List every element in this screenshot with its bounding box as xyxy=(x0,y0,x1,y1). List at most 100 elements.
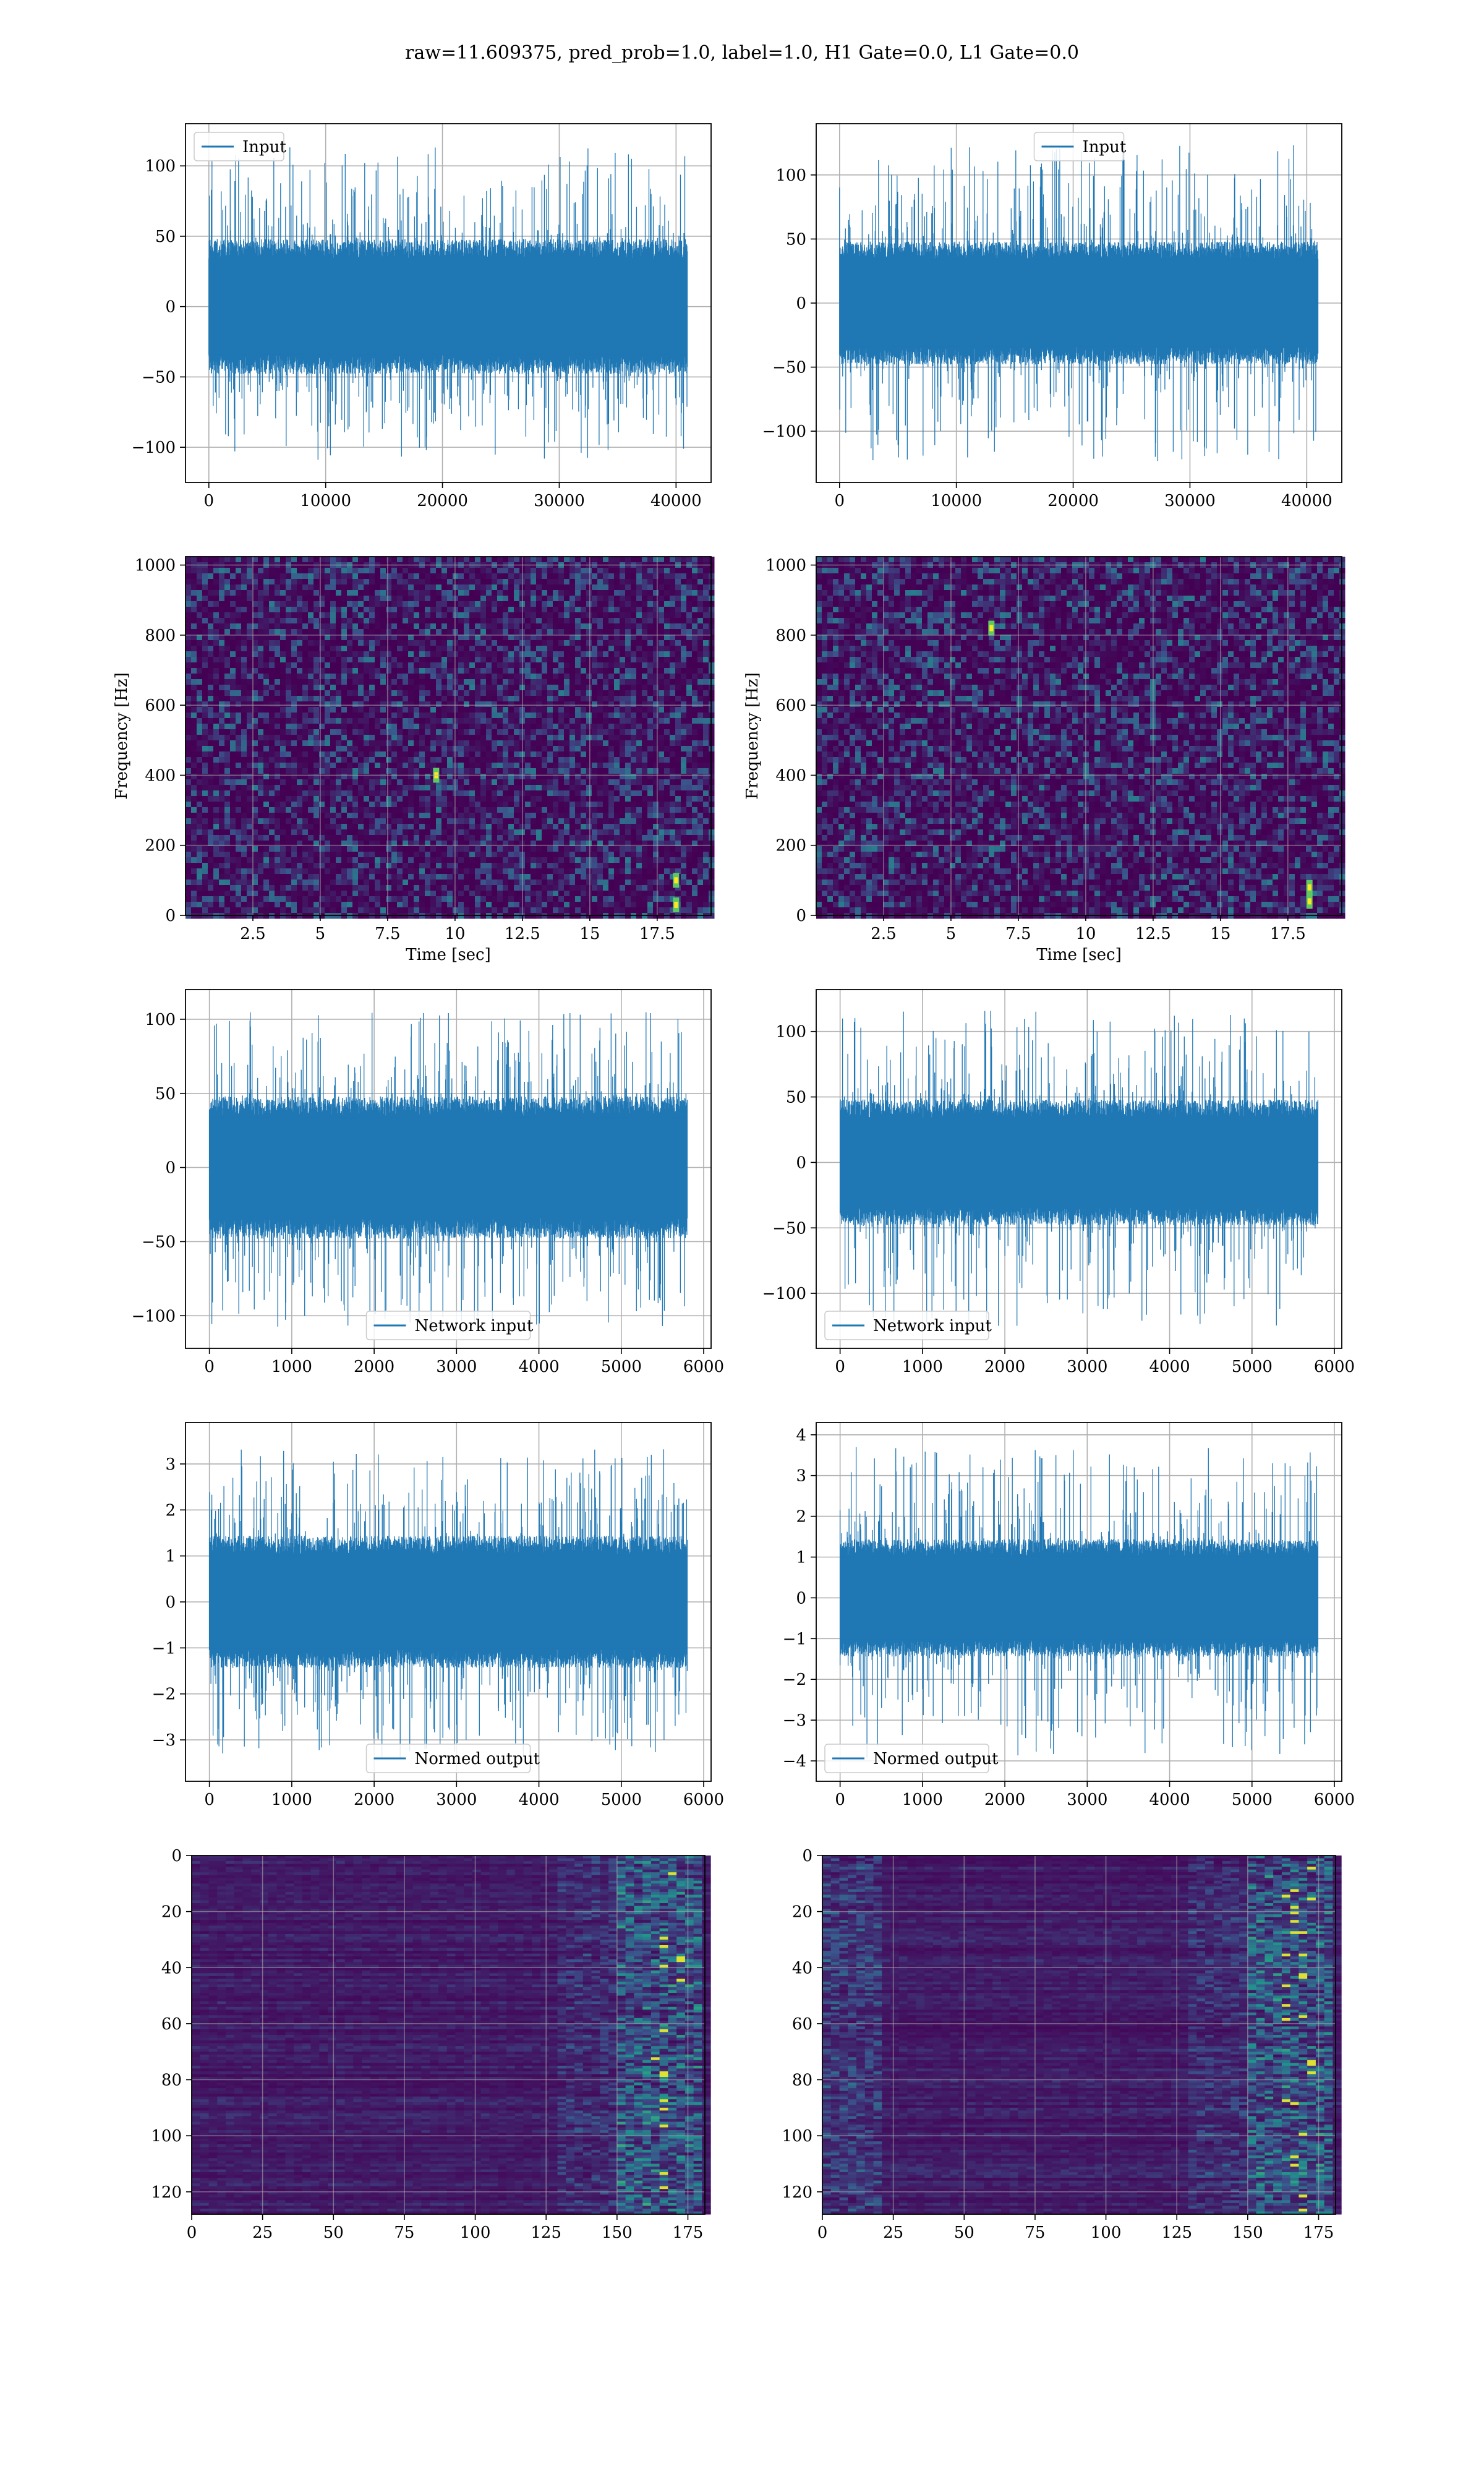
x-tick-label: 1000 xyxy=(902,1791,943,1809)
x-tick-label: 100 xyxy=(1091,2224,1122,2242)
y-tick-label: −100 xyxy=(762,1285,806,1303)
legend-label: Normed output xyxy=(415,1750,540,1768)
x-tick-label: 4000 xyxy=(1149,1358,1190,1376)
x-tick-label: 17.5 xyxy=(639,925,675,943)
x-tick-label: 12.5 xyxy=(505,925,540,943)
y-tick-label: 100 xyxy=(782,2127,812,2146)
x-tick-label: 4000 xyxy=(1149,1791,1190,1809)
x-tick-label: 2000 xyxy=(354,1358,394,1376)
x-tick-label: 1000 xyxy=(271,1358,312,1376)
y-tick-label: 50 xyxy=(786,230,806,249)
axes-r2c1: 2.5 5 7.5 10 12.5 15 17.502004006008001000Time… xyxy=(113,557,715,964)
x-tick-label: 0 xyxy=(204,492,215,510)
y-tick-label: 1 xyxy=(796,1549,806,1567)
x-tick-label: 10000 xyxy=(300,492,351,510)
y-tick-label: −3 xyxy=(783,1711,806,1730)
heatmap-cells-r2c2 xyxy=(816,557,1345,919)
y-axis-label: Frequency [Hz] xyxy=(113,672,131,800)
hot-spot-core xyxy=(1308,884,1311,891)
legend-r1c1: Input xyxy=(194,132,286,161)
x-tick-label: 75 xyxy=(1025,2224,1045,2242)
y-tick-label: 0 xyxy=(802,1847,812,1865)
hot-spot-core xyxy=(1308,898,1311,904)
x-tick-label: 2000 xyxy=(984,1358,1025,1376)
legend-label: Input xyxy=(242,138,286,156)
y-tick-label: −50 xyxy=(772,359,806,377)
x-tick-label: 6000 xyxy=(683,1358,724,1376)
x-tick-label: 40000 xyxy=(1281,492,1333,510)
y-tick-label: −50 xyxy=(772,1219,806,1238)
signal-core xyxy=(210,1117,688,1218)
y-tick-label: 60 xyxy=(161,2015,182,2034)
axes-r4c2: 0 1000 2000 3000 4000 5000 6000−4−3−2−101234No… xyxy=(783,1423,1355,1809)
x-tick-label: 150 xyxy=(1232,2224,1263,2242)
y-tick-label: 120 xyxy=(151,2183,182,2202)
legend-label: Network input xyxy=(873,1317,992,1335)
x-tick-label: 20000 xyxy=(1047,492,1099,510)
y-tick-label: 0 xyxy=(165,298,176,317)
x-tick-label: 125 xyxy=(531,2224,561,2242)
heatmap-cells-r5c1 xyxy=(192,1856,711,2215)
y-tick-label: 0 xyxy=(796,1154,806,1172)
y-tick-label: 600 xyxy=(775,696,806,715)
x-tick-label: 10 xyxy=(445,925,465,943)
legend-r1c2: Input xyxy=(1034,132,1127,161)
signal-core xyxy=(840,260,1318,347)
y-tick-label: 50 xyxy=(155,228,176,246)
x-tick-label: 0 xyxy=(204,1791,215,1809)
x-tick-label: 0 xyxy=(187,2224,197,2242)
y-tick-label: 100 xyxy=(145,1011,176,1029)
x-tick-label: 0 xyxy=(204,1358,215,1376)
y-tick-label: 100 xyxy=(151,2127,182,2146)
y-tick-label: 800 xyxy=(145,627,176,645)
heatmap-cells-r2c1 xyxy=(186,557,715,919)
legend-r4c2: Normed output xyxy=(825,1744,999,1773)
y-tick-label: −1 xyxy=(152,1639,176,1658)
x-tick-label: 25 xyxy=(252,2224,273,2242)
axes-r3c2: 0 1000 2000 3000 4000 5000 6000−100−50050100Ne… xyxy=(762,990,1355,1376)
x-tick-label: 30000 xyxy=(1164,492,1216,510)
x-tick-label: 5000 xyxy=(1232,1358,1273,1376)
y-tick-label: 120 xyxy=(782,2183,812,2202)
y-tick-label: 100 xyxy=(775,1023,806,1042)
y-tick-label: −2 xyxy=(783,1671,806,1689)
hot-spot-core xyxy=(674,902,678,908)
y-tick-label: 0 xyxy=(165,1159,176,1178)
y-tick-label: 4 xyxy=(796,1426,806,1445)
x-tick-label: 20000 xyxy=(417,492,468,510)
y-tick-label: 40 xyxy=(792,1959,812,1977)
y-tick-label: 60 xyxy=(792,2015,812,2034)
x-tick-label: 3000 xyxy=(1067,1791,1107,1809)
y-tick-label: 50 xyxy=(155,1085,176,1103)
y-tick-label: 200 xyxy=(775,837,806,855)
heatmap-cells-r5c2 xyxy=(822,1856,1342,2215)
legend-r4c1: Normed output xyxy=(367,1744,540,1773)
signal-core xyxy=(209,259,688,354)
y-tick-label: −4 xyxy=(783,1752,806,1771)
legend-label: Network input xyxy=(415,1317,534,1335)
legend-label: Input xyxy=(1083,138,1127,156)
y-tick-label: −2 xyxy=(152,1685,176,1704)
y-tick-label: −100 xyxy=(762,422,806,441)
y-tick-label: 0 xyxy=(171,1847,182,1865)
y-tick-label: 3 xyxy=(796,1467,806,1486)
y-tick-label: 20 xyxy=(792,1903,812,1922)
signal-core xyxy=(840,1118,1318,1207)
axes-r2c2: 2.5 5 7.5 10 12.5 15 17.502004006008001000Time… xyxy=(743,557,1345,964)
y-tick-label: 1000 xyxy=(135,557,176,575)
legend-r3c2: Network input xyxy=(825,1311,992,1340)
x-tick-label: 0 xyxy=(817,2224,828,2242)
signal-core xyxy=(840,1556,1318,1639)
x-tick-label: 175 xyxy=(673,2224,704,2242)
x-tick-label: 50 xyxy=(323,2224,344,2242)
x-tick-label: 25 xyxy=(883,2224,903,2242)
y-tick-label: 100 xyxy=(775,166,806,185)
x-tick-label: 100 xyxy=(460,2224,491,2242)
y-tick-label: −1 xyxy=(783,1630,806,1648)
x-tick-label: 3000 xyxy=(436,1791,477,1809)
x-tick-label: 75 xyxy=(394,2224,414,2242)
